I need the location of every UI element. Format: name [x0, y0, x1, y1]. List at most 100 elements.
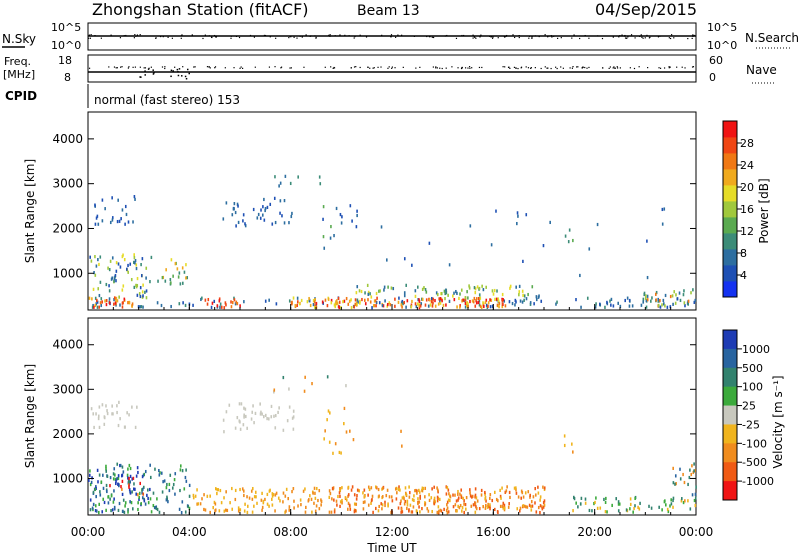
- heatmap-cell: [659, 298, 661, 303]
- heatmap-cell: [337, 296, 340, 301]
- heatmap-cell: [291, 211, 293, 216]
- heatmap-cell: [609, 299, 611, 303]
- nave-dot: [520, 66, 523, 68]
- heatmap-cell: [244, 502, 246, 506]
- heatmap-cell: [476, 499, 479, 503]
- heatmap-cell: [498, 305, 500, 309]
- heatmap-cell: [122, 470, 125, 474]
- colorbar-swatch: [723, 169, 737, 186]
- heatmap-cell: [100, 303, 103, 308]
- heatmap-cell: [694, 298, 697, 303]
- nsearch-dot: [289, 35, 291, 37]
- nsearch-dot: [490, 36, 492, 38]
- heatmap-cell: [253, 421, 255, 425]
- nsearch-dot: [489, 35, 491, 37]
- nsearch-dot: [551, 36, 553, 38]
- heatmap-cell: [118, 501, 121, 506]
- heatmap-cell: [243, 413, 245, 417]
- heatmap-cell: [694, 469, 696, 473]
- heatmap-cell: [335, 206, 338, 211]
- colorbar-swatch: [723, 462, 737, 482]
- heatmap-cell: [381, 487, 383, 491]
- heatmap-cell: [327, 409, 330, 413]
- heatmap-cell: [428, 498, 431, 503]
- heatmap-cell: [517, 214, 519, 218]
- heatmap-cell: [311, 510, 313, 514]
- heatmap-cell: [663, 302, 665, 306]
- heatmap-cell: [105, 404, 107, 408]
- heatmap-cell: [353, 502, 356, 506]
- heatmap-cell: [304, 487, 306, 491]
- heatmap-cell: [396, 491, 398, 495]
- heatmap-cell: [645, 298, 648, 303]
- heatmap-cell: [89, 482, 92, 487]
- nave-tick-top: 60: [709, 54, 723, 67]
- freq-traces: [88, 66, 696, 80]
- heatmap-cell: [273, 414, 275, 418]
- heatmap-cell: [448, 299, 451, 303]
- nave-dot: [692, 66, 695, 68]
- heatmap-cell: [97, 287, 100, 291]
- heatmap-cell: [584, 497, 587, 501]
- heatmap-cell: [98, 293, 101, 298]
- heatmap-cell: [288, 505, 291, 509]
- heatmap-cell: [226, 508, 229, 513]
- colorbar-tick-label: 16: [740, 203, 754, 216]
- heatmap-cell: [128, 463, 131, 468]
- xtick-label: 04:00: [172, 525, 207, 539]
- heatmap-cell: [377, 509, 380, 513]
- nave-dot: [170, 75, 172, 78]
- nsearch-dot: [301, 36, 303, 38]
- ytick-label: 4000: [52, 132, 83, 146]
- nave-dot: [402, 66, 404, 68]
- nave-dot: [164, 66, 166, 68]
- colorbar-tick-label: -100: [742, 437, 767, 450]
- heatmap-cell: [244, 222, 246, 226]
- heatmap-cell: [404, 499, 407, 504]
- heatmap-cell: [431, 304, 434, 308]
- heatmap-cell: [527, 490, 530, 494]
- heatmap-cell: [491, 289, 494, 293]
- heatmap-cell: [516, 211, 519, 215]
- nsearch-dot: [89, 37, 92, 39]
- nsearch-dot: [329, 34, 331, 36]
- heatmap-cell: [406, 506, 408, 511]
- heatmap-cell: [375, 304, 377, 308]
- nsearch-dot: [329, 35, 331, 37]
- nave-dot: [388, 66, 390, 68]
- heatmap-cell: [424, 288, 427, 292]
- heatmap-cell: [367, 298, 369, 302]
- heatmap-cell: [539, 498, 541, 502]
- nsearch-dot: [275, 37, 277, 39]
- heatmap-cell: [664, 293, 667, 298]
- heatmap-cell: [94, 487, 97, 492]
- nave-dot: [415, 67, 417, 69]
- heatmap-cell: [96, 298, 98, 303]
- heatmap-cell: [533, 302, 535, 306]
- colorbar-swatch: [723, 233, 737, 250]
- heatmap-cell: [522, 504, 524, 508]
- nsearch-dot: [309, 35, 311, 37]
- nave-dot: [333, 67, 336, 69]
- heatmap-cell: [279, 181, 282, 185]
- nsearch-dot: [230, 37, 232, 39]
- heatmap-cell: [250, 489, 253, 493]
- heatmap-cell: [473, 286, 476, 290]
- heatmap-cell: [97, 257, 99, 262]
- heatmap-cell: [535, 297, 538, 302]
- nsearch-dot: [528, 35, 531, 37]
- heatmap-cell: [101, 219, 104, 223]
- heatmap-cell: [88, 473, 91, 477]
- heatmap-cell: [399, 501, 402, 506]
- heatmap-cell: [178, 302, 181, 306]
- heatmap-cell: [264, 208, 266, 213]
- heatmap-cell: [537, 505, 540, 510]
- heatmap-cell: [632, 510, 634, 514]
- heatmap-cell: [384, 503, 386, 508]
- heatmap-cell: [504, 304, 507, 308]
- heatmap-cell: [339, 494, 341, 498]
- nave-dot: [150, 66, 152, 68]
- heatmap-cell: [406, 499, 409, 503]
- heatmap-cell: [330, 510, 333, 514]
